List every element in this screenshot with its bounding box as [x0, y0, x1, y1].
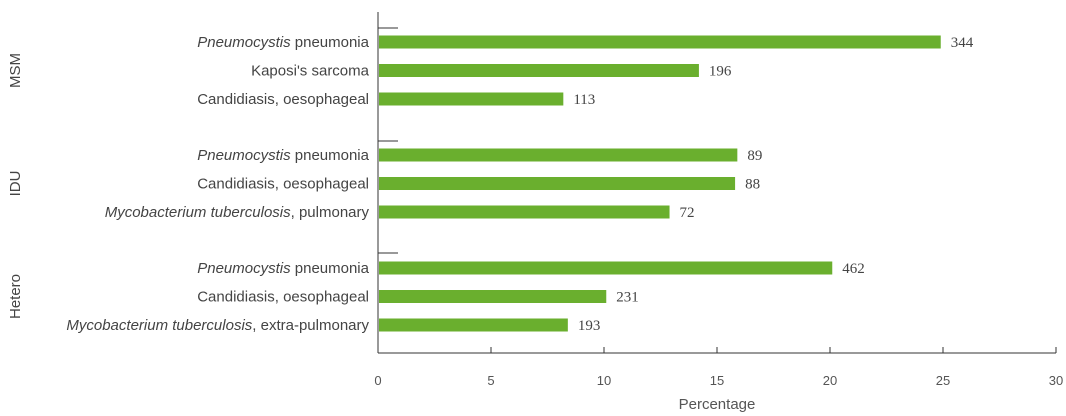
bar-value-label: 88	[745, 177, 760, 193]
category-label: Pneumocystis pneumonia	[197, 260, 369, 277]
bar-value-label: 462	[842, 261, 865, 277]
bar	[379, 318, 568, 332]
category-label-text: pneumonia	[291, 260, 370, 277]
group-label: MSM	[7, 53, 24, 88]
category-label: Kaposi's sarcoma	[251, 63, 370, 80]
category-label: Candidiasis, oesophageal	[197, 289, 369, 306]
category-label: Candidiasis, oesophageal	[197, 91, 369, 108]
labels-layer: MSM Pneumocystis pneumonia 344 Kaposi's sar…	[7, 34, 974, 334]
category-label-text: Candidiasis, oesophageal	[197, 176, 369, 193]
x-tick-label: 25	[936, 373, 950, 388]
category-label-italic: Pneumocystis	[197, 260, 291, 277]
bar	[379, 148, 738, 162]
category-label: Candidiasis, oesophageal	[197, 176, 369, 193]
bar	[379, 177, 736, 190]
x-tick-label: 15	[710, 373, 724, 388]
bar	[379, 290, 607, 303]
bar	[379, 205, 670, 219]
bar-value-label: 193	[578, 318, 601, 334]
bar	[379, 92, 564, 106]
x-tick-label: 20	[823, 373, 837, 388]
category-label-text: Candidiasis, oesophageal	[197, 289, 369, 306]
category-label-text: pneumonia	[291, 34, 370, 51]
bar	[379, 35, 941, 49]
x-tick-label: 0	[374, 373, 381, 388]
bars-layer	[379, 35, 941, 332]
category-label-italic: Pneumocystis	[197, 147, 291, 164]
category-label-text: Candidiasis, oesophageal	[197, 91, 369, 108]
bar-value-label: 196	[709, 64, 732, 80]
category-label-italic: Mycobacterium tuberculosis	[66, 317, 252, 334]
category-label: Mycobacterium tuberculosis, extra-pulmon…	[66, 317, 369, 334]
category-label: Pneumocystis pneumonia	[197, 147, 369, 164]
x-tick-label: 5	[487, 373, 494, 388]
x-axis-title: Percentage	[679, 396, 756, 413]
category-label-italic: Mycobacterium tuberculosis	[105, 204, 291, 221]
bar	[379, 261, 833, 275]
category-label-text: , extra-pulmonary	[252, 317, 369, 334]
bar-value-label: 344	[951, 35, 974, 51]
axes-layer: 0 5 10 15 20 25 30	[374, 12, 1063, 388]
category-label-text: Kaposi's sarcoma	[251, 63, 370, 80]
category-label-text: pneumonia	[291, 147, 370, 164]
bar	[379, 64, 699, 77]
x-tick-label: 30	[1049, 373, 1063, 388]
bar-value-label: 231	[616, 290, 639, 306]
bar-value-label: 72	[680, 205, 695, 221]
category-label-text: , pulmonary	[291, 204, 370, 221]
category-label: Mycobacterium tuberculosis, pulmonary	[105, 204, 370, 221]
group-label: IDU	[7, 171, 24, 197]
category-label-italic: Pneumocystis	[197, 34, 291, 51]
bar-value-label: 89	[747, 148, 762, 164]
x-tick-label: 10	[597, 373, 611, 388]
category-label: Pneumocystis pneumonia	[197, 34, 369, 51]
group-label: Hetero	[7, 274, 24, 319]
bar-value-label: 113	[573, 92, 595, 108]
